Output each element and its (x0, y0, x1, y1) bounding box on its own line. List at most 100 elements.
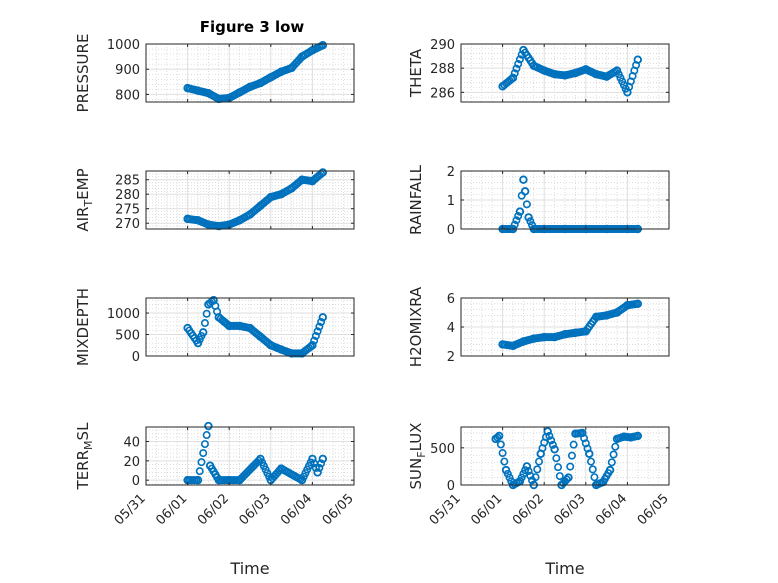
data-point-interp (586, 457, 595, 466)
x-axis-label: Time (544, 559, 584, 578)
data-point (245, 210, 255, 219)
data-point (287, 184, 296, 193)
data-point (235, 88, 244, 97)
data-point (529, 61, 538, 70)
data-point (564, 473, 573, 482)
subplot-h2omixra: 2 4 6 H2OMIXRA (407, 286, 670, 367)
data-point-interp (569, 440, 578, 449)
data-point (277, 464, 286, 473)
data-point (612, 66, 622, 75)
data-point-interp (590, 473, 599, 482)
data-point (318, 41, 327, 50)
data-series (491, 427, 642, 490)
axes-box (460, 43, 670, 103)
data-point-interp (512, 64, 521, 73)
data-point-interp (317, 317, 326, 326)
data-point (623, 88, 632, 97)
data-point-interp (552, 454, 561, 463)
y-axis-label: THETA (407, 48, 425, 98)
data-point (578, 428, 587, 438)
x-tick-label: 06/02 (510, 491, 547, 528)
data-point (204, 88, 213, 98)
data-point (214, 221, 224, 231)
data-point (256, 78, 265, 88)
data-point-interp (548, 440, 557, 449)
data-point (529, 334, 538, 343)
y-tick-label: 900 (115, 63, 140, 78)
y-axis-label: MIXDEPTH (74, 288, 92, 366)
y-axis-label: PRESSURE (74, 34, 92, 113)
data-point (277, 67, 286, 76)
data-point (297, 175, 307, 184)
data-point (308, 176, 317, 186)
subplot-pressure: 800 900 1000 PRESSURE (74, 34, 355, 113)
data-point-interp (510, 220, 519, 229)
data-point (560, 71, 570, 80)
data-point (543, 427, 552, 436)
data-point-interp (547, 436, 556, 445)
data-point-interp (315, 322, 324, 331)
data-point (591, 312, 601, 322)
x-tick-label: 06/04 (278, 491, 315, 528)
data-point-interp (315, 463, 324, 472)
data-point-interp (545, 431, 554, 440)
data-point (205, 461, 215, 470)
data-point-interp (200, 440, 209, 449)
data-point (519, 175, 528, 184)
data-point (193, 475, 203, 485)
data-point (287, 349, 296, 358)
data-point (297, 349, 307, 358)
data-series (498, 299, 642, 351)
y-tick-label: 20 (123, 455, 140, 470)
x-tick-label: 05/31 (427, 491, 464, 528)
data-point (550, 332, 559, 342)
data-point (266, 73, 275, 82)
y-tick-label: 275 (115, 203, 140, 218)
data-point (256, 332, 265, 341)
data-point-interp (200, 319, 209, 328)
data-point (498, 340, 507, 349)
y-tick-label: 0 (132, 474, 140, 489)
data-point (199, 328, 208, 337)
y-axis-label: AIRTEMP (74, 168, 95, 231)
data-point (318, 168, 327, 177)
data-point (560, 330, 570, 339)
axes-box (145, 170, 355, 230)
y-axis-label: H2OMIXRA (407, 286, 425, 367)
data-point (245, 82, 255, 92)
y-tick-label: 2 (447, 165, 455, 180)
data-point (287, 63, 296, 73)
data-point (204, 300, 213, 309)
data-point (585, 449, 594, 458)
data-point (193, 338, 203, 348)
y-tick-label: 500 (115, 329, 140, 344)
data-series (183, 295, 327, 358)
data-point-interp (510, 69, 519, 78)
y-tick-label: 290 (430, 38, 455, 53)
data-point-interp (611, 442, 620, 451)
data-point (571, 328, 580, 337)
data-point (623, 301, 632, 310)
data-point (204, 220, 213, 229)
data-point (539, 66, 549, 75)
subplot-theta: 286 288 290 THETA (407, 38, 670, 103)
data-point (183, 214, 192, 224)
y-tick-label: 6 (447, 292, 455, 307)
data-point (308, 341, 317, 350)
x-tick-label: 05/31 (112, 491, 149, 528)
data-point-interp (500, 457, 509, 466)
data-point (550, 445, 559, 454)
axes-background (146, 44, 354, 102)
data-point (536, 449, 545, 458)
data-point (602, 72, 611, 81)
y-tick-label: 4 (447, 321, 455, 336)
data-series (183, 41, 327, 104)
data-point (520, 187, 530, 196)
y-tick-label: 2 (447, 350, 455, 365)
x-tick-label: 06/05 (320, 491, 357, 528)
data-point-interp (534, 457, 543, 466)
x-tick-label: 06/03 (552, 491, 589, 528)
